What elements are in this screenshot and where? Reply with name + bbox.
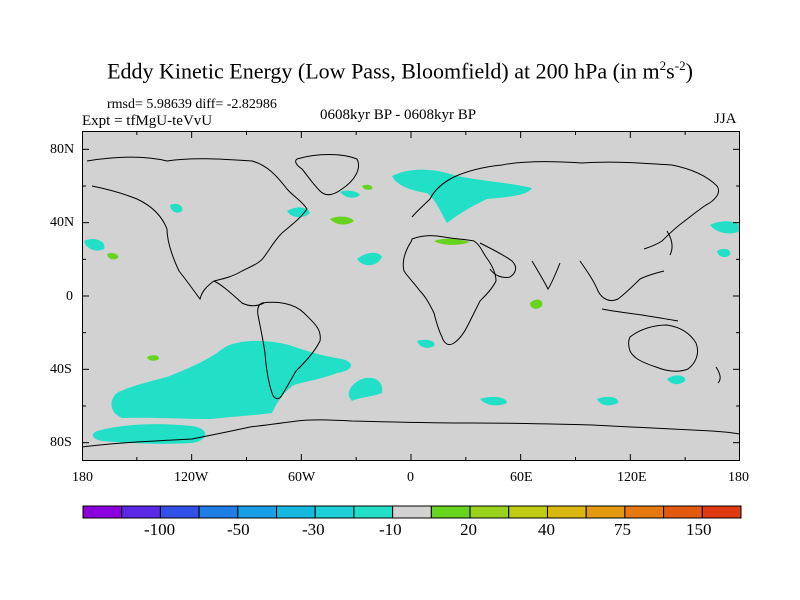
mid-atlantic-neg-region xyxy=(330,216,354,225)
negative-anomaly-regions xyxy=(107,184,543,361)
map-panel xyxy=(82,131,740,461)
positive-anomaly-regions xyxy=(84,169,740,444)
indonesia-coast xyxy=(601,308,679,322)
tick-marks xyxy=(82,131,740,461)
lat-label-40n: 40N xyxy=(50,215,75,230)
pacific-neg-region xyxy=(107,252,119,260)
colorbar-box xyxy=(121,505,161,519)
lat-label-80s: 80S xyxy=(50,435,72,450)
colorbar-box xyxy=(314,505,355,519)
north-america-coast xyxy=(86,156,308,301)
greenland-coast xyxy=(295,154,359,196)
colorbar-box xyxy=(159,505,200,519)
africa-coast xyxy=(402,235,497,346)
antarctica-coast xyxy=(82,419,740,448)
japan-coast xyxy=(666,230,673,256)
south-atlantic-region xyxy=(348,377,383,401)
hudson-region xyxy=(287,207,310,218)
europe-coast xyxy=(411,161,720,250)
lat-label-40s: 40S xyxy=(50,362,72,377)
colorbar-label-neg100: -100 xyxy=(144,520,176,539)
colorbar-box xyxy=(82,505,123,519)
lon-label-0: 0 xyxy=(407,470,414,485)
season-label: JJA xyxy=(714,111,737,127)
lat-label-0: 0 xyxy=(66,289,73,304)
colorbar xyxy=(82,505,742,519)
colorbar-label-150: 150 xyxy=(686,520,712,539)
coastlines xyxy=(82,154,740,448)
colorbar-label-neg50: -50 xyxy=(227,520,250,539)
indian-neg-region xyxy=(530,299,543,309)
period-label: 0608kyr BP - 0608kyr BP xyxy=(320,107,477,123)
plot-title: Eddy Kinetic Energy (Low Pass, Bloomfiel… xyxy=(107,58,693,84)
indian-ocean-region xyxy=(417,339,435,348)
lon-label-180e: 180 xyxy=(728,470,749,485)
lat-label-80n: 80N xyxy=(50,142,75,157)
map-frame xyxy=(82,131,740,461)
central-america-coast xyxy=(213,280,265,307)
mediterranean-neg-region xyxy=(434,238,470,245)
colorbar-box xyxy=(237,505,278,519)
pacific-nw-region xyxy=(710,221,740,234)
lon-label-180w: 180 xyxy=(72,470,93,485)
colorbar-box xyxy=(198,505,239,519)
atlantic-mid-region xyxy=(357,252,382,266)
arabia-coast xyxy=(479,242,517,278)
southern-ocean-region xyxy=(480,396,507,406)
colorbar-label-neg10: -10 xyxy=(379,520,402,539)
central-atlantic-neg-region xyxy=(362,184,373,190)
colorbar-label-75: 75 xyxy=(614,520,631,539)
colorbar-box xyxy=(624,505,665,519)
experiment-label: Expt = tfMgU-teVvU xyxy=(82,113,213,129)
lon-label-60w: 60W xyxy=(288,470,316,485)
lon-label-120e: 120E xyxy=(617,470,647,485)
colorbar-box xyxy=(508,505,548,519)
new-zealand-coast xyxy=(715,366,721,384)
south-america-coast xyxy=(257,301,321,400)
pacific-ne-region xyxy=(170,203,183,213)
colorbar-box xyxy=(276,505,316,519)
north-atlantic-region xyxy=(392,169,532,223)
greenland-east-region xyxy=(340,190,360,198)
colorbar-label-20: 20 xyxy=(460,520,477,539)
lon-label-120w: 120W xyxy=(174,470,209,485)
colorbar-box xyxy=(469,505,510,519)
australia-region xyxy=(667,375,686,385)
antarctic-rim-region xyxy=(92,424,206,444)
stats-text: rmsd= 5.98639 diff= -2.82986 xyxy=(107,97,277,112)
colorbar-box xyxy=(430,505,471,519)
colorbar-box xyxy=(585,505,626,519)
asia-region xyxy=(717,248,731,258)
pacific-far-ne-region xyxy=(84,238,105,251)
south-pacific-neg-region xyxy=(147,355,160,361)
colorbar-box xyxy=(546,505,587,519)
colorbar-box xyxy=(701,505,742,519)
india-coast xyxy=(531,260,561,290)
southern-pacific-main-region xyxy=(111,340,352,419)
colorbar-box xyxy=(663,505,703,519)
southeast-asia-coast xyxy=(579,260,665,302)
lon-label-60e: 60E xyxy=(510,470,533,485)
colorbar-box xyxy=(353,505,394,519)
australia-coast xyxy=(628,324,699,372)
colorbar-label-neg30: -30 xyxy=(302,520,325,539)
colorbar-label-40: 40 xyxy=(538,520,555,539)
south-indian-region xyxy=(597,396,619,406)
colorbar-box xyxy=(392,505,432,519)
